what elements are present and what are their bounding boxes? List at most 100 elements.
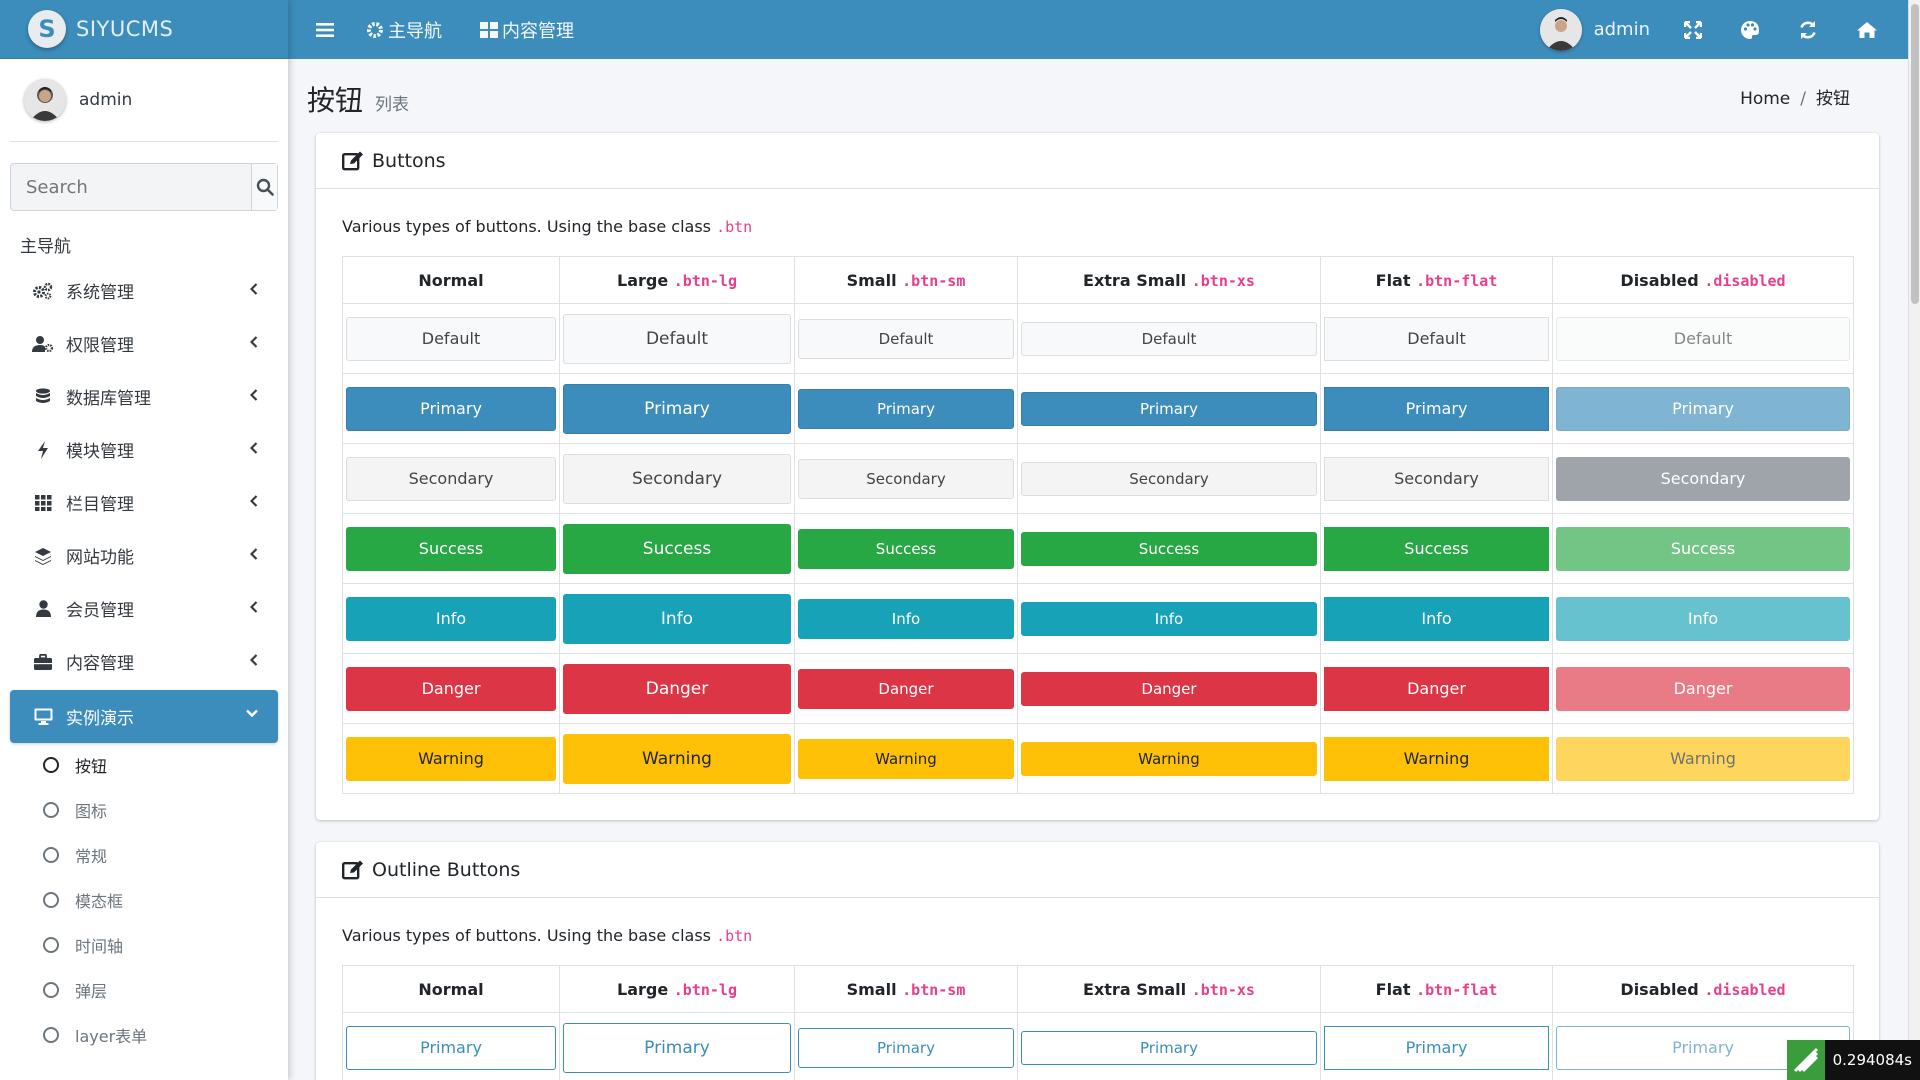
warning-button-small[interactable]: Warning	[798, 738, 1014, 779]
avatar	[24, 79, 66, 121]
scrollbar-thumb[interactable]	[1911, 4, 1919, 304]
sidebar-subitem-timeline[interactable]: 时间轴	[10, 922, 278, 967]
table-cell: Primary	[1320, 373, 1553, 444]
default-button-xs[interactable]: Default	[1021, 321, 1317, 356]
secondary-button-flat[interactable]: Secondary	[1324, 456, 1549, 501]
outline-primary-button[interactable]: Primary	[346, 1025, 556, 1070]
outline-primary-button-xs[interactable]: Primary	[1021, 1030, 1317, 1065]
outline-primary-button-small[interactable]: Primary	[798, 1027, 1014, 1068]
info-button-xs[interactable]: Info	[1021, 601, 1317, 636]
fullscreen-icon[interactable]	[1684, 20, 1702, 39]
danger-button-small[interactable]: Danger	[798, 668, 1014, 709]
sidebar-subnav: 按钮 图标 常规 模态框 时间轴 弹层 layer表单	[10, 742, 278, 1057]
sidebar-item-examples[interactable]: 实例演示	[10, 690, 278, 743]
sidebar-subitem-modal[interactable]: 模态框	[10, 877, 278, 922]
success-button-xs[interactable]: Success	[1021, 531, 1317, 566]
table-cell: Secondary	[1017, 443, 1321, 514]
success-button-small[interactable]: Success	[798, 528, 1014, 569]
danger-button-xs[interactable]: Danger	[1021, 671, 1317, 706]
warning-button-large[interactable]: Warning	[563, 733, 791, 784]
sidebar-item-permission[interactable]: 权限管理	[10, 317, 278, 370]
search-input[interactable]	[11, 164, 251, 210]
search-button[interactable]	[251, 164, 277, 210]
user-panel[interactable]: admin	[10, 59, 278, 142]
sidebar-item-site-functions[interactable]: 网站功能	[10, 529, 278, 582]
warning-button-xs[interactable]: Warning	[1021, 741, 1317, 776]
sidebar-subitem-layer[interactable]: 弹层	[10, 967, 278, 1012]
home-icon[interactable]	[1856, 21, 1878, 39]
breadcrumb: Home / 按钮	[1740, 84, 1850, 109]
info-button-small[interactable]: Info	[798, 598, 1014, 639]
breadcrumb-home[interactable]: Home	[1740, 89, 1791, 109]
topnav-main-nav[interactable]: 主导航	[366, 17, 442, 43]
primary-button-small[interactable]: Primary	[798, 388, 1014, 429]
column-code: .btn-flat	[1416, 980, 1498, 999]
table-cell: Default	[1017, 303, 1321, 374]
description-text: Various types of buttons. Using the base…	[342, 926, 711, 945]
table-row: Secondary Secondary Secondary Secondary …	[342, 443, 1854, 514]
column-header: Disabled .disabled	[1552, 965, 1854, 1013]
info-button-flat[interactable]: Info	[1324, 596, 1549, 641]
success-button[interactable]: Success	[346, 526, 556, 571]
table-header-row: Normal Large .btn-lg Small .btn-sm Extra…	[342, 256, 1854, 304]
info-button[interactable]: Info	[346, 596, 556, 641]
secondary-button[interactable]: Secondary	[346, 456, 556, 501]
sidebar-subitem-buttons[interactable]: 按钮	[10, 742, 278, 787]
primary-button-large[interactable]: Primary	[563, 383, 791, 434]
secondary-button-xs[interactable]: Secondary	[1021, 461, 1317, 496]
primary-button-disabled: Primary	[1556, 386, 1850, 431]
primary-button-xs[interactable]: Primary	[1021, 391, 1317, 426]
outline-primary-button-flat[interactable]: Primary	[1324, 1025, 1549, 1070]
table-cell: Danger	[342, 653, 560, 724]
sidebar-item-label: 权限管理	[66, 336, 134, 356]
table-cell: Danger	[1017, 653, 1321, 724]
success-button-large[interactable]: Success	[563, 523, 791, 574]
warning-button[interactable]: Warning	[346, 736, 556, 781]
table-cell: Info	[794, 583, 1018, 654]
default-button-flat[interactable]: Default	[1324, 316, 1549, 361]
secondary-button-small[interactable]: Secondary	[798, 458, 1014, 499]
description-code: .btn	[716, 927, 753, 945]
column-code: .disabled	[1704, 980, 1786, 999]
sidebar-item-database[interactable]: 数据库管理	[10, 370, 278, 423]
sidebar-item-members[interactable]: 会员管理	[10, 582, 278, 635]
sidebar-item-system[interactable]: 系统管理	[10, 264, 278, 317]
secondary-button-large[interactable]: Secondary	[563, 453, 791, 504]
brand-link[interactable]: S SIYUCMS	[0, 0, 288, 59]
user-cog-icon	[32, 335, 54, 353]
default-button-small[interactable]: Default	[798, 318, 1014, 359]
sidebar-item-column[interactable]: 栏目管理	[10, 476, 278, 529]
sidebar-item-content[interactable]: 内容管理	[10, 635, 278, 688]
sidebar-item-label: 内容管理	[66, 654, 134, 674]
success-button-flat[interactable]: Success	[1324, 526, 1549, 571]
default-button[interactable]: Default	[346, 316, 556, 361]
danger-button[interactable]: Danger	[346, 666, 556, 711]
page-scrollbar[interactable]	[1908, 0, 1920, 1080]
column-label: Normal	[418, 270, 484, 290]
danger-button-large[interactable]: Danger	[563, 663, 791, 714]
topnav-content-mgmt[interactable]: 内容管理	[480, 17, 574, 43]
sidebar-item-module[interactable]: 模块管理	[10, 423, 278, 476]
column-header: Flat .btn-flat	[1320, 256, 1553, 304]
refresh-icon[interactable]	[1798, 20, 1818, 40]
danger-button-flat[interactable]: Danger	[1324, 666, 1549, 711]
default-button-large[interactable]: Default	[563, 313, 791, 364]
chevron-left-icon	[250, 601, 258, 613]
circle-icon	[43, 891, 59, 908]
warning-button-flat[interactable]: Warning	[1324, 736, 1549, 781]
outline-primary-button-large[interactable]: Primary	[563, 1022, 791, 1073]
table-cell: Info	[1320, 583, 1553, 654]
sidebar-subitem-layer-form[interactable]: layer表单	[10, 1012, 278, 1057]
table-cell: Primary	[1017, 373, 1321, 444]
description-code: .btn	[716, 218, 753, 236]
page-trace-timer[interactable]: 0.294084s	[1786, 1040, 1920, 1080]
menu-toggle-icon[interactable]	[316, 22, 334, 38]
primary-button-flat[interactable]: Primary	[1324, 386, 1549, 431]
sidebar-subitem-icons[interactable]: 图标	[10, 787, 278, 832]
topbar-user[interactable]: admin	[1539, 8, 1650, 51]
palette-icon[interactable]	[1740, 20, 1760, 40]
table-cell: Primary	[1552, 373, 1854, 444]
info-button-large[interactable]: Info	[563, 593, 791, 644]
primary-button[interactable]: Primary	[346, 386, 556, 431]
sidebar-subitem-general[interactable]: 常规	[10, 832, 278, 877]
